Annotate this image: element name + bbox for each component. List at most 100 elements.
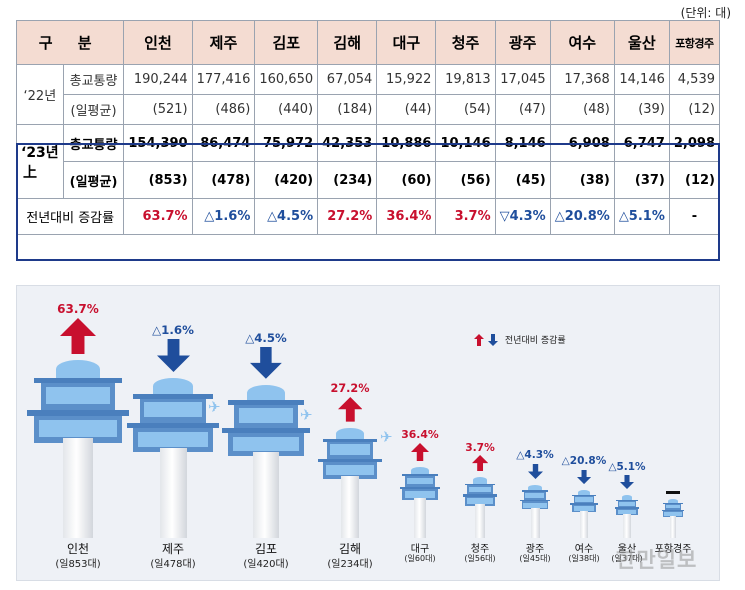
tower-deck — [322, 438, 378, 442]
tower-deck — [663, 502, 683, 504]
table-cell: 42,353 — [317, 124, 378, 162]
tower-daily: (일37대) — [611, 554, 643, 563]
tower-window — [144, 402, 202, 418]
table-row-change: 전년대비 증감률 63.7% △1.6% △4.5% 27.2% 36.4% 3… — [15, 198, 721, 235]
tower-mast — [159, 448, 187, 538]
tower-dome — [336, 427, 364, 439]
tower-window — [407, 477, 433, 485]
header-category: 구 분 — [15, 20, 125, 65]
table-cell: (234) — [317, 161, 378, 199]
year-label: ‘23년 上 — [16, 124, 64, 199]
tower-daily: (일45대) — [519, 554, 551, 563]
table-cell: (478) — [191, 161, 256, 199]
arrow-down-icon — [576, 469, 592, 484]
table-cell: (853) — [123, 161, 193, 199]
header-airport: 제주 — [191, 20, 256, 65]
tower-deck — [228, 400, 304, 405]
tower-name: 김해 — [338, 542, 362, 556]
tower-window — [232, 436, 300, 451]
table-cell: 15,922 — [376, 64, 437, 95]
tower-deck — [399, 486, 441, 490]
table-row: ‘22년 총교통량 190,244 177,416 160,650 67,054… — [16, 64, 721, 125]
row-label: 총교통량 — [62, 124, 125, 162]
tower-change-pct: 3.7% — [465, 440, 495, 454]
tower-window — [404, 490, 436, 498]
change-cell: △4.5% — [254, 198, 319, 235]
table-cell: 75,972 — [254, 124, 319, 162]
arrow-down-icon — [527, 463, 543, 479]
table-cell: (37) — [613, 161, 670, 199]
tower-deck — [127, 422, 219, 429]
table-cell: (56) — [435, 161, 496, 199]
arrow-down-icon — [250, 347, 282, 379]
table-cell: (12) — [668, 94, 721, 125]
tower-daily: (일420대) — [243, 559, 289, 570]
table-cell: 6,908 — [549, 124, 615, 162]
header-airport: 울산 — [613, 20, 670, 65]
table-cell: 177,416 — [191, 64, 256, 95]
table-cell: 190,244 — [123, 64, 193, 95]
row-label: (일평균) — [62, 161, 125, 199]
tower-change-pct: 27.2% — [330, 381, 370, 395]
tower-deck — [465, 483, 495, 486]
header-airport: 김포 — [254, 20, 319, 65]
tower-dome — [247, 384, 285, 401]
tower-window — [238, 408, 294, 423]
tower-daily: (일853대) — [55, 559, 101, 570]
table-cell: (420) — [254, 161, 319, 199]
tower-change-pct: △4.5% — [245, 331, 287, 346]
tower-deck — [402, 474, 438, 476]
legend-label: 전년대비 증감률 — [504, 336, 566, 346]
change-cell: 63.7% — [123, 198, 193, 235]
tower-change-pct: △5.1% — [608, 460, 646, 473]
table-cell: (44) — [376, 94, 437, 125]
header-airport: 청주 — [435, 20, 496, 65]
tower-mast — [530, 508, 540, 538]
table-cell: 2,098 — [668, 124, 721, 162]
header-airport: 광주 — [494, 20, 551, 65]
tower-mast — [474, 504, 486, 538]
change-cell: 36.4% — [376, 198, 437, 235]
table-cell: 4,539 — [668, 64, 721, 95]
tower-window — [666, 504, 680, 509]
change-cell: △5.1% — [613, 198, 670, 235]
table-cell: 86,474 — [191, 124, 256, 162]
tower-dome — [668, 498, 678, 503]
airplane-icon: ✈ — [300, 406, 313, 424]
table-cell: (184) — [317, 94, 378, 125]
tower-change-pct: △20.8% — [561, 455, 607, 468]
tower-deck — [521, 490, 549, 492]
arrow-down-icon — [156, 338, 190, 372]
tower-dome — [621, 495, 633, 500]
tower-mast — [340, 476, 360, 538]
row-label: (일평균) — [62, 94, 125, 125]
table-cell: (45) — [494, 161, 551, 199]
table-cell: 14,146 — [613, 64, 670, 95]
table-cell: (39) — [613, 94, 670, 125]
table-cell: 8,146 — [494, 124, 551, 162]
tower-daily: (일234대) — [327, 559, 373, 570]
change-cell: 27.2% — [317, 198, 378, 235]
header-airport: 포항경주 — [668, 20, 721, 65]
tower-name: 광주 — [525, 544, 545, 555]
arrow-up-icon — [471, 455, 489, 472]
tower-window — [39, 420, 117, 437]
header-airport: 여수 — [549, 20, 615, 65]
tower-window — [617, 509, 637, 514]
tower-dome — [153, 377, 193, 394]
table-cell: 10,146 — [435, 124, 496, 162]
change-cell: - — [668, 198, 721, 235]
header-airport: 김해 — [317, 20, 378, 65]
table-cell: 17,045 — [494, 64, 551, 95]
tower-deck — [222, 427, 310, 434]
infographic-panel — [16, 285, 720, 581]
table-cell: (521) — [123, 94, 193, 125]
tower-dome — [56, 360, 100, 378]
table-row: (일평균) (521) (486) (440) (184) (44) (54) … — [17, 94, 721, 125]
header-airport: 인천 — [123, 20, 193, 65]
tower-mast — [63, 438, 93, 538]
tower-window — [330, 444, 370, 455]
table-cell: 154,390 — [123, 124, 193, 162]
year-label: ‘22년 — [16, 64, 64, 125]
table-cell: (47) — [494, 94, 551, 125]
